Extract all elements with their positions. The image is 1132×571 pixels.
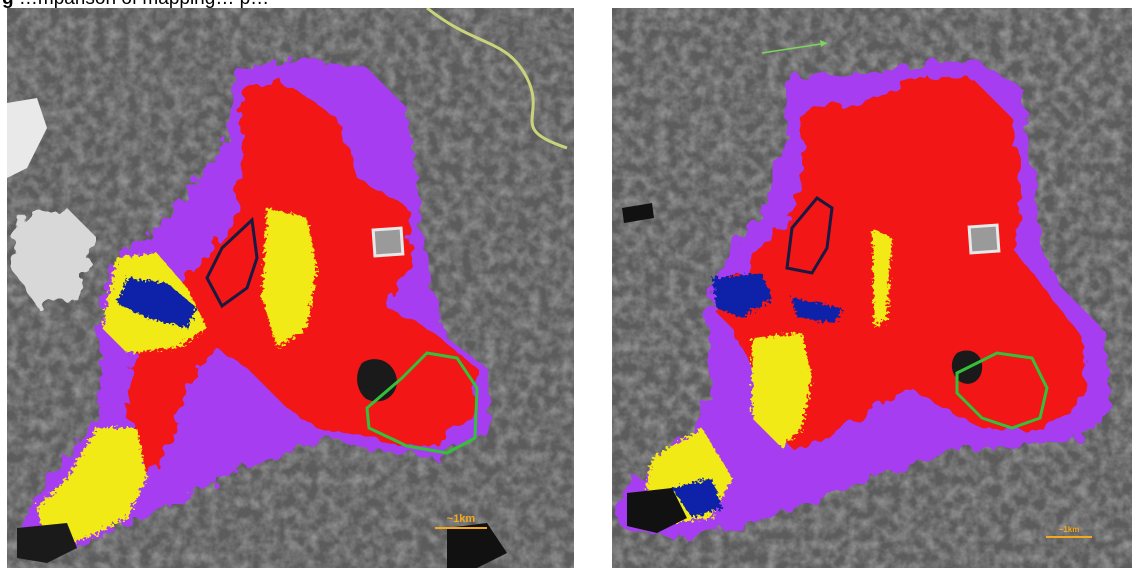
scale-bar-right: ~1km — [1046, 526, 1092, 538]
scale-line-right — [1046, 536, 1092, 538]
dark-speck — [622, 203, 654, 223]
mapped-area-yellow — [642, 228, 892, 523]
map-right-canvas — [612, 8, 1132, 568]
outline-dark — [785, 196, 834, 275]
bright-cloud-patch — [7, 98, 47, 178]
map-panel-right: ~1km — [612, 8, 1132, 568]
figure-caption: g …mparison of mapping… p… — [2, 0, 270, 9]
scale-label-left: ~1km — [446, 513, 476, 525]
caption-suffix: p… — [240, 0, 270, 9]
caption-text: …mparison of mapping… — [19, 0, 234, 9]
dark-lake-2 — [17, 523, 77, 563]
river-line — [426, 8, 568, 150]
mapped-area-blue — [117, 278, 197, 328]
map-panel-left: ~1km — [7, 8, 574, 568]
caption-prefix: g — [2, 0, 14, 9]
outline-green — [955, 351, 1049, 430]
scale-label-right: ~1km — [1058, 525, 1080, 534]
dark-lake-2 — [627, 488, 687, 533]
white-square-marker — [371, 226, 405, 258]
green-arrow-head — [820, 40, 827, 47]
map-left-canvas — [7, 8, 574, 568]
mapped-area-yellow — [37, 208, 317, 548]
white-square-marker — [967, 223, 1001, 255]
outline-green — [365, 351, 479, 455]
mapped-area-blue — [672, 273, 842, 518]
scale-bar-left: ~1km — [435, 514, 487, 529]
scale-line-left — [435, 527, 487, 529]
green-arrow — [761, 42, 828, 54]
dark-lake-3 — [447, 523, 507, 568]
bright-cloud-patch-2 — [12, 208, 97, 308]
outline-dark — [205, 216, 259, 309]
